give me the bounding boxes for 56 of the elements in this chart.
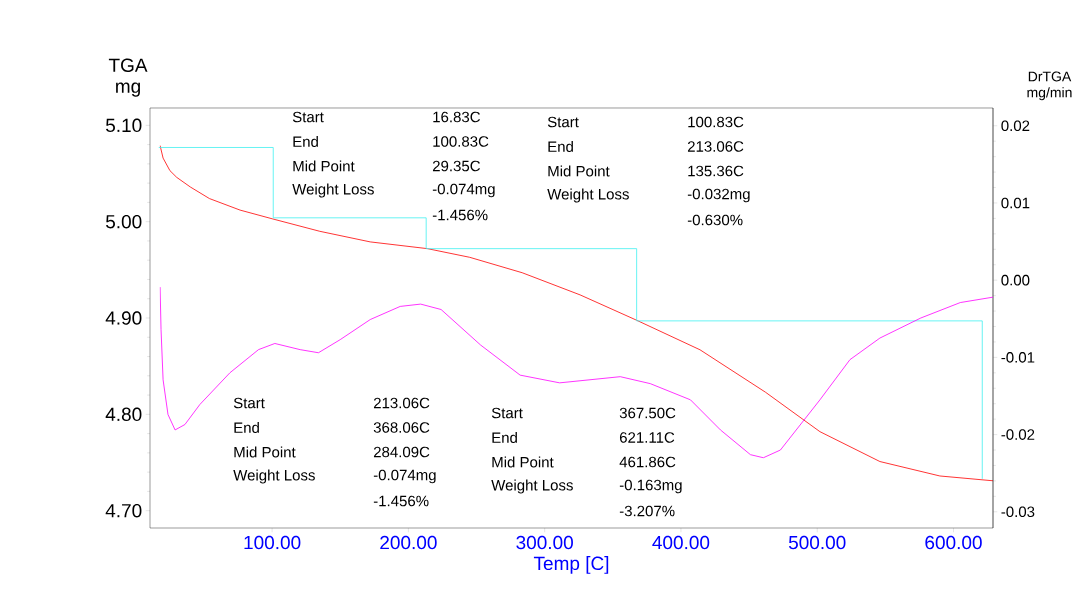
y-tick-label: 4.70 [105,503,142,518]
annotation: Weight Loss [292,183,374,198]
annotation: Weight Loss [547,188,629,203]
y-tick-label: 5.10 [105,118,142,133]
annotation: 284.09C [373,446,430,458]
y2-tick-label: -0.02 [1001,429,1035,440]
y-tick-label: 4.80 [105,407,142,422]
x-axis-title: Temp [C] [533,556,609,574]
annotation: Weight Loss [233,469,315,484]
annotation: 16.83C [433,111,480,123]
y2-tick-label: 0.02 [1001,120,1030,132]
y-axis-title: TGA mg [108,58,148,97]
annotation: Start [233,397,265,409]
annotation: Start [491,407,523,419]
y-tick-label: 5.00 [105,214,142,229]
annotation: Mid Point [293,160,355,172]
annotation: -0.032mg [687,188,750,203]
x-tick-label: 400.00 [652,535,710,550]
annotation: 29.35C [432,160,480,172]
annotation: -1.456% [373,495,429,507]
annotation: -0.630% [687,214,743,226]
annotation: 100.83C [688,116,744,128]
annotation: 368.06C [373,422,430,433]
annotation: -1.456% [432,209,488,221]
annotation: 367.50C [619,407,676,419]
annotation: 461.86C [619,456,676,468]
annotation: -0.074mg [373,469,436,484]
x-tick-label: 600.00 [925,535,982,550]
annotation: Weight Loss [491,479,573,494]
y-tick-label: 4.90 [105,311,142,325]
annotation: 213.06C [687,141,744,152]
y2-tick-label: 0.01 [1001,197,1030,209]
x-tick-label: 100.00 [244,535,301,550]
y2-tick-label: -0.01 [1001,352,1035,363]
x-tick-label: 500.00 [788,535,846,550]
y2-tick-label: -0.03 [1001,506,1035,518]
annotation: End [234,421,259,433]
y2-tick-label: 0.00 [1001,274,1030,286]
y2-axis-title: DrTGA mg/min [1027,71,1072,101]
x-tick-label: 300.00 [516,535,573,550]
annotation: End [492,431,517,443]
annotation: 135.36C [688,165,744,177]
annotation: Mid Point [234,446,296,458]
annotation: -3.207% [619,505,675,517]
annotation: Mid Point [548,165,610,177]
annotation: End [548,140,573,152]
annotation: Mid Point [492,456,554,468]
annotation: 621.11C [619,432,675,443]
annotation: End [293,135,318,147]
annotation: Start [547,116,579,128]
annotation: 213.06C [373,397,430,409]
annotation: 100.83C [433,136,489,147]
annotation: -0.074mg [432,183,495,198]
annotation: Start [292,111,324,123]
annotation: -0.163mg [619,479,682,494]
x-tick-label: 200.00 [380,535,437,550]
